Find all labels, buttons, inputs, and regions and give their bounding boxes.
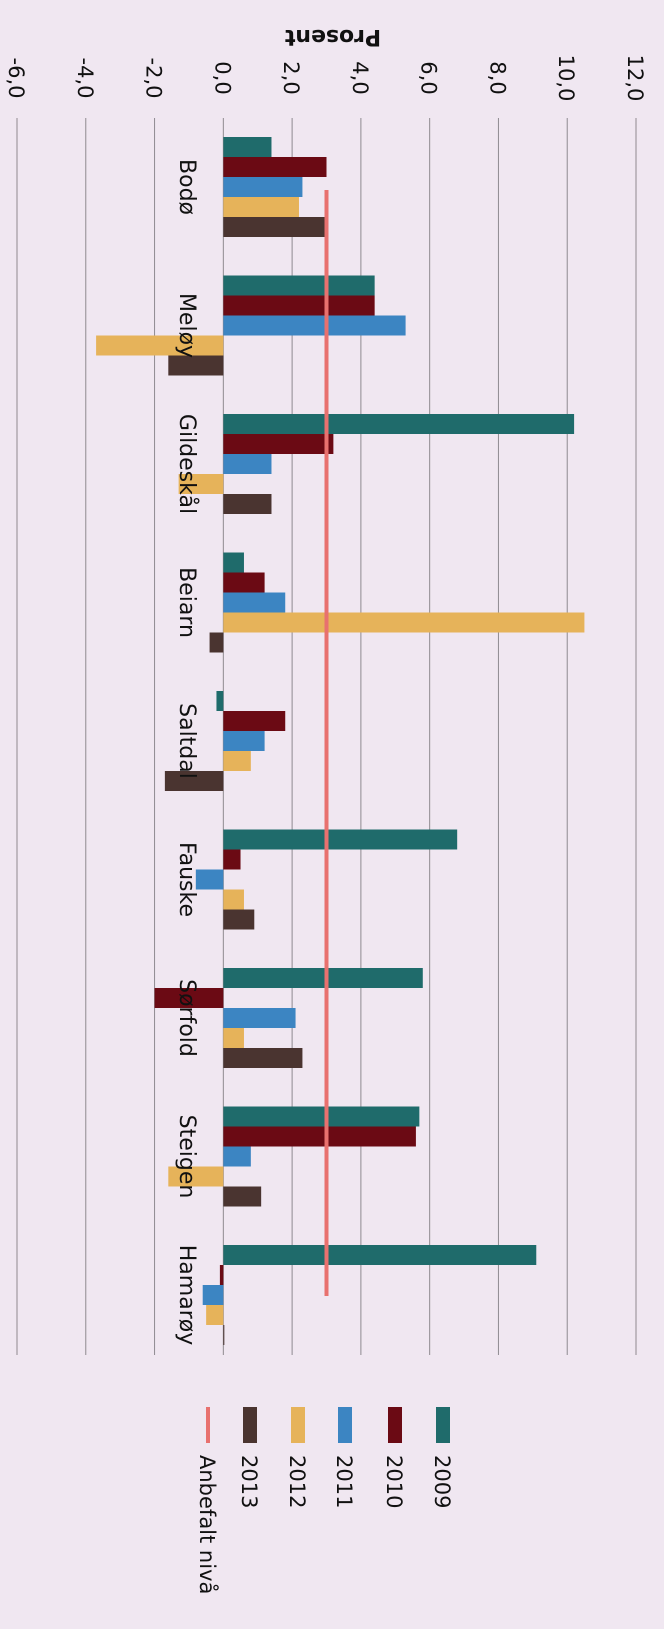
tick-label: 6,0 [417,61,441,94]
bar-2010-0 [223,157,327,177]
tick-label: 2,0 [279,61,303,94]
legend-label-2013: 2013 [237,1455,261,1508]
bar-2013-6 [223,1048,303,1068]
legend-swatch-2010 [388,1407,402,1443]
bar-2013-5 [223,909,255,930]
category-label: Steigen [174,1115,199,1199]
bar-2009-4 [216,691,224,711]
category-label: Sørfold [174,979,199,1057]
legend-label-2010: 2010 [382,1455,406,1508]
bar-2009-8 [223,1245,537,1265]
bar-2012-2 [178,474,224,494]
legend-swatch-2009 [436,1407,450,1443]
bar-2010-7 [223,1126,416,1147]
bars [96,137,585,1345]
bar-2011-8 [202,1285,224,1305]
bar-2013-4 [164,771,224,791]
tick-label: 8,0 [485,61,509,94]
bar-2011-3 [223,592,286,613]
bar-2009-1 [223,275,375,296]
bar-2009-3 [223,552,244,573]
bar-2013-8 [223,1325,225,1345]
bar-2010-4 [223,711,286,731]
legend-swatch-2012 [291,1407,305,1443]
bar-2009-7 [223,1106,420,1127]
category-label: Bodø [174,159,199,215]
bar-2009-0 [223,137,272,157]
bar-2012-1 [96,335,224,356]
bar-2011-0 [223,177,303,197]
legend-label-2012: 2012 [285,1455,309,1508]
bar-2009-2 [223,414,575,434]
bar-2013-1 [168,355,224,376]
bar-2011-4 [223,731,265,751]
legend-label-reference: Anbefalt nivå [195,1455,220,1594]
bar-2011-5 [195,869,224,890]
category-label: Meløy [174,293,199,358]
bar-2012-6 [223,1028,244,1048]
category-axis: Bodø Meløy Gildeskål Beiarn Saltdal Fauske Sør… [174,159,200,1345]
bar-2013-7 [223,1186,262,1207]
tick-label: 12,0 [623,55,647,102]
legend: 2009 2010 2011 2012 2013 Anbefalt nivå [195,1407,454,1594]
category-label: Hamarøy [174,1245,199,1345]
tick-label: -4,0 [73,58,97,99]
bar-2013-2 [223,494,272,514]
legend-swatch-2013 [243,1407,257,1443]
bar-2012-4 [223,751,251,771]
category-label: Fauske [174,842,199,917]
bar-2009-5 [223,829,458,850]
bar-2012-5 [223,889,244,910]
tick-label: -2,0 [142,58,166,99]
bar-2013-0 [223,217,327,237]
bar-2011-7 [223,1146,251,1167]
chart-title: Prosent [284,24,381,49]
category-label: Gildeskål [174,414,200,514]
tick-label: 4,0 [348,61,372,94]
bar-2011-6 [223,1008,296,1028]
legend-swatch-2011 [338,1407,352,1443]
legend-label-2011: 2011 [332,1455,356,1508]
tick-label: 0,0 [210,61,234,94]
bar-2012-3 [223,612,585,633]
tick-label: -6,0 [4,58,28,99]
category-label: Saltdal [174,703,199,779]
legend-label-2009: 2009 [430,1455,454,1508]
bar-2009-6 [223,968,423,988]
bar-2010-3 [223,572,265,593]
category-label: Beiarn [174,567,199,638]
value-axis: -6,0 -4,0 -2,0 0,0 2,0 4,0 6,0 8,0 10,0 12,0 [4,55,647,102]
bar-2010-8 [219,1265,224,1285]
bar-2010-5 [223,849,241,870]
tick-label: 10,0 [554,55,578,102]
bar-2011-1 [223,315,406,336]
bar-2010-2 [223,434,334,454]
bar-2012-7 [168,1166,224,1187]
bar-2011-2 [223,454,272,474]
bar-2012-0 [223,197,299,217]
bar-2013-3 [209,632,224,653]
bar-2010-1 [223,295,375,316]
bar-2010-6 [154,988,224,1008]
bar-2012-8 [206,1305,224,1325]
